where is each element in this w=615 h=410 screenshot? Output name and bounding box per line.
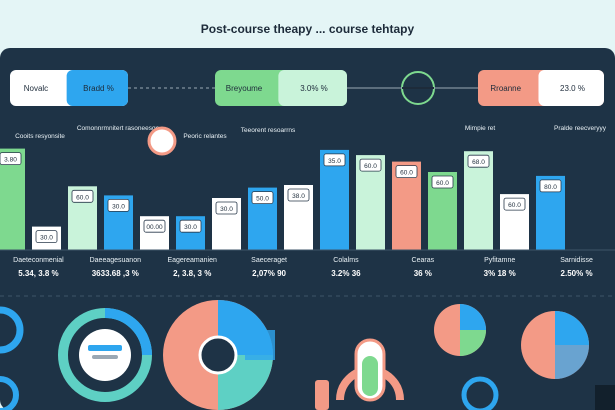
bar-label-box	[323, 153, 346, 167]
ring-icon	[461, 376, 499, 410]
legend-label-0: Novalc	[24, 84, 48, 93]
donut-left-icon	[0, 376, 19, 410]
bar-value-label: 35.0	[328, 158, 341, 165]
bar-value-label: 30.0	[112, 203, 125, 210]
bar-value-label: 50.0	[256, 196, 269, 203]
bar-value-label: 68.0	[472, 159, 485, 166]
bar-label-box	[431, 175, 454, 189]
legend-value-1: 3.0% %	[300, 84, 328, 93]
annotation-text: Peoric relantes	[183, 133, 227, 140]
category-label: Saeceraget	[251, 257, 287, 264]
category-value: 2, 3.8, 3 %	[173, 269, 211, 278]
annotation-text: Comonnrmnitert rasoneesge	[77, 125, 160, 132]
category-label: Colalms	[333, 257, 359, 264]
bar-label-box	[107, 198, 130, 212]
bar-value-label: 00.00	[146, 224, 163, 231]
donut-left-icon	[0, 306, 24, 354]
bar-label-box	[467, 154, 490, 168]
annotation-text: Mimpie ret	[465, 125, 496, 132]
bar-label-box	[395, 165, 418, 179]
bar-value-label: 60.0	[76, 194, 89, 201]
annotation-ring-icon	[147, 126, 177, 156]
bar-label-box	[539, 179, 562, 193]
bar-value-label: 80.0	[544, 184, 557, 191]
bar-label-box	[179, 219, 202, 233]
pie-small-slice-icon	[460, 330, 486, 356]
donut-center-bar-icon	[92, 355, 118, 359]
bar-value-label: 60.0	[364, 163, 377, 170]
legend-label-1: Breyoume	[226, 84, 263, 93]
bar-label-box	[71, 189, 94, 203]
bar-value-label: 3.80	[4, 157, 17, 164]
corner-shape-icon	[595, 385, 615, 410]
bar-value-label: 60.0	[400, 170, 413, 177]
annotation-text: Teeorent resoarrns	[241, 127, 296, 134]
bar-0-0	[0, 148, 25, 250]
donut-center-bar-icon	[88, 345, 122, 351]
bar-value-label: 60.0	[508, 202, 521, 209]
bar-value-label: 30.0	[220, 206, 233, 213]
category-value: 2.50% %	[561, 269, 593, 278]
category-value: 3633.68 ,3 %	[92, 269, 139, 278]
bar-label-box	[287, 188, 310, 202]
pie-small-slice-icon	[460, 304, 486, 330]
category-label: Cearas	[412, 257, 435, 264]
chart-title: Post-course theapy ... course tehtapy	[200, 22, 415, 36]
bar-value-label: 30.0	[40, 235, 53, 242]
category-value: 2,07% 90	[252, 269, 286, 278]
donut-arc-icon	[104, 308, 152, 356]
bar-label-box	[359, 158, 382, 172]
bar-label-box	[215, 201, 238, 215]
legend-box-value-bg-0	[66, 70, 128, 106]
bar-label-box	[503, 197, 526, 211]
category-label: Pyfitamne	[484, 257, 515, 264]
bar-label-box	[35, 230, 58, 244]
category-label: Daeeagesuanon	[90, 257, 141, 264]
legend-value-3: 23.0 %	[560, 84, 585, 93]
bar-label-box	[143, 219, 166, 233]
pie-right-slice-icon	[555, 311, 589, 345]
pie-center-icon	[198, 335, 238, 375]
pie-overlay-icon	[245, 330, 275, 360]
category-label: Sarnidisse	[560, 257, 593, 264]
bar-value-label: 30.0	[184, 224, 197, 231]
bar-3-1	[464, 151, 493, 250]
legend-box-value-bg-1	[278, 70, 347, 106]
legend-label-3: Rroanne	[490, 84, 521, 93]
annotation-text: Cooits resyonsite	[15, 133, 65, 140]
category-value: 5.34, 3.8 %	[18, 269, 58, 278]
bar-2-1	[320, 149, 349, 250]
bar-label-box	[251, 191, 274, 205]
category-label: Eagereamanien	[167, 257, 217, 264]
category-value: 3% 18 %	[484, 269, 516, 278]
bar-value-label: 38.0	[292, 193, 305, 200]
category-value: 3.2% 36	[331, 269, 361, 278]
legend-value-0: Bradd %	[83, 84, 114, 93]
category-label: Daeteconmenial	[13, 257, 64, 264]
bar-label-box	[0, 152, 22, 165]
pie-right-slice-icon	[555, 345, 589, 379]
cylinder-fill-icon	[362, 356, 378, 396]
category-value: 36 %	[414, 269, 432, 278]
small-bar-icon	[315, 380, 329, 410]
legend-box-value-bg-3	[538, 70, 604, 106]
annotation-text: Pralde reecveryyy	[554, 125, 607, 132]
bar-value-label: 60.0	[436, 180, 449, 187]
